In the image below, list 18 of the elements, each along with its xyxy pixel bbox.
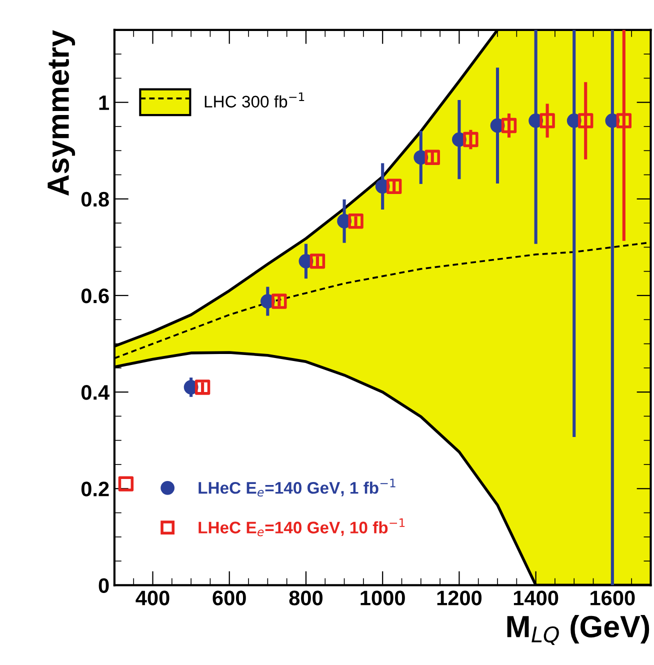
y-tick-label: 0.8 [81, 192, 109, 207]
x-tick-label: 1200 [437, 590, 482, 606]
y-axis-title: Asymmetry [48, 30, 76, 196]
y-tick-label: 0.2 [81, 482, 109, 496]
x-tick-label: 400 [136, 590, 170, 606]
legend-label: LHeC E$_{e}$=140 GeV, 10 fb$^{−1}$ [198, 518, 405, 536]
x-tick-label: 1400 [514, 590, 558, 606]
y-tick-label: 0.4 [81, 385, 110, 400]
x-tick-label: 1000 [360, 590, 405, 606]
x-tick-label: 600 [212, 590, 246, 606]
legend-label: LHeC E$_{e}$=140 GeV, 1 fb$^{−1}$ [198, 478, 396, 497]
y-tick-label: 0 [98, 578, 109, 593]
y-tick-label: 1 [99, 96, 110, 110]
y-tick-label: 0.6 [81, 288, 109, 304]
legend-label: LHC 300 fb$^{−1}$ [204, 92, 304, 108]
x-tick-label: 1600 [590, 590, 635, 606]
x-tick-label: 800 [289, 590, 323, 606]
x-axis-title: M$_{LQ}$ (GeV) [507, 615, 650, 645]
